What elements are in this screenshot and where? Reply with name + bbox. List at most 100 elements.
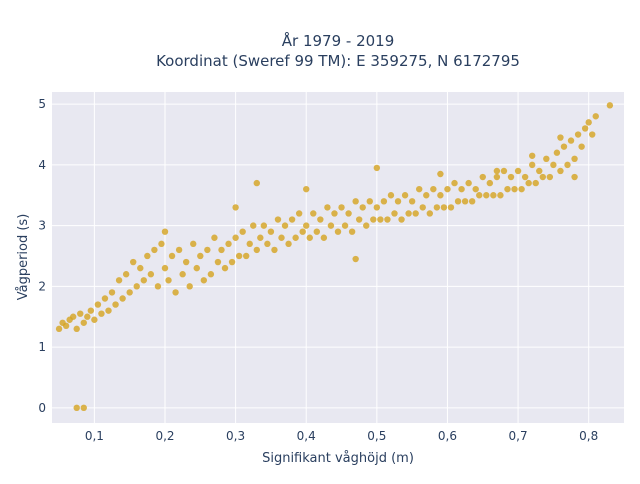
data-point — [211, 234, 218, 241]
data-point — [539, 173, 546, 181]
data-point — [574, 131, 582, 138]
data-point — [419, 204, 426, 211]
data-point — [504, 185, 511, 193]
data-point — [295, 210, 303, 217]
data-point — [147, 271, 155, 278]
data-point — [165, 277, 172, 284]
data-point — [186, 283, 193, 290]
data-point — [193, 264, 200, 272]
data-point — [80, 404, 87, 412]
y-axis-title: Vågperiod (s) — [16, 214, 31, 301]
data-point — [299, 228, 306, 235]
data-point — [87, 307, 95, 314]
data-point — [567, 137, 575, 144]
data-point — [553, 149, 561, 156]
data-point — [578, 143, 585, 150]
data-point — [250, 222, 257, 229]
data-point — [338, 204, 345, 211]
data-point — [380, 198, 388, 205]
data-point — [468, 198, 476, 205]
data-point — [363, 222, 370, 229]
data-point — [341, 222, 349, 229]
data-point — [564, 161, 571, 169]
data-point — [264, 240, 271, 248]
data-point — [260, 222, 268, 229]
data-point — [214, 258, 222, 266]
data-point — [161, 228, 169, 235]
data-point — [73, 325, 80, 333]
x-tick-label: 0,6 — [438, 429, 457, 443]
data-point — [398, 216, 405, 223]
data-point — [461, 198, 469, 205]
data-point — [310, 210, 317, 217]
data-point — [327, 222, 335, 229]
x-tick-label: 0,5 — [367, 429, 386, 443]
data-point — [472, 185, 479, 193]
data-point — [543, 155, 550, 163]
data-point — [401, 192, 409, 199]
data-point — [306, 234, 313, 241]
data-point — [493, 167, 501, 175]
data-point — [370, 216, 377, 223]
data-point — [62, 322, 70, 330]
data-point — [292, 234, 299, 241]
data-point — [373, 164, 381, 172]
data-point — [557, 134, 564, 141]
data-point — [200, 277, 208, 284]
data-point — [348, 228, 356, 235]
x-tick-label: 0,2 — [155, 429, 174, 443]
data-point — [204, 246, 211, 254]
data-point — [511, 185, 518, 193]
y-tick-label: 1 — [38, 340, 46, 354]
data-point — [91, 316, 98, 323]
data-point — [144, 252, 151, 260]
x-tick-label: 0,4 — [297, 429, 316, 443]
data-point — [359, 204, 366, 211]
data-point — [55, 325, 63, 333]
data-point — [528, 152, 536, 159]
data-point — [232, 234, 239, 241]
data-point — [172, 289, 179, 296]
data-point — [122, 271, 130, 278]
data-point — [440, 204, 448, 211]
data-point — [130, 258, 137, 266]
data-point — [313, 228, 321, 235]
data-point — [281, 222, 289, 229]
chart-title-line-2: Koordinat (Sweref 99 TM): E 359275, N 61… — [156, 52, 520, 70]
data-point — [253, 246, 260, 254]
chart-title-line-1: År 1979 - 2019 — [282, 31, 395, 50]
data-point — [521, 173, 529, 181]
data-point — [490, 192, 497, 199]
data-point — [437, 192, 444, 199]
data-point — [221, 264, 229, 272]
data-point — [571, 155, 578, 163]
data-point — [493, 173, 501, 181]
data-point — [274, 216, 282, 223]
data-point — [458, 185, 465, 193]
y-tick-label: 5 — [38, 97, 46, 111]
data-point — [550, 161, 557, 169]
plot-area — [52, 92, 624, 423]
data-point — [525, 179, 532, 187]
data-point — [77, 310, 84, 317]
data-point — [246, 240, 253, 248]
data-point — [271, 246, 278, 254]
data-point — [239, 228, 246, 235]
data-point — [592, 113, 599, 120]
data-point — [479, 173, 486, 181]
data-point — [366, 198, 373, 205]
data-point — [557, 167, 564, 175]
data-point — [589, 131, 596, 138]
data-point — [168, 252, 176, 260]
data-point — [437, 170, 444, 178]
data-point — [507, 173, 515, 181]
y-tick-label: 0 — [38, 401, 46, 415]
data-point — [581, 125, 589, 132]
data-point — [391, 210, 398, 217]
data-point — [101, 295, 109, 302]
data-point — [137, 264, 144, 272]
data-point — [426, 210, 434, 217]
data-point — [345, 210, 352, 217]
